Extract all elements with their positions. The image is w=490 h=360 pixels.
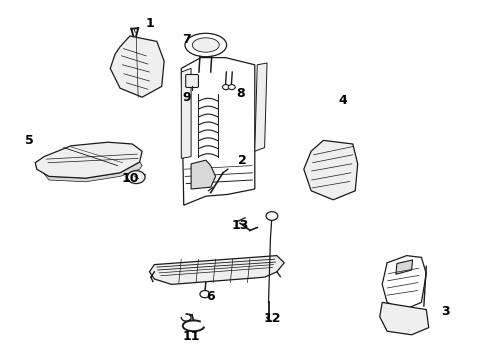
Text: 13: 13 [231, 219, 249, 231]
Ellipse shape [185, 33, 226, 57]
Circle shape [228, 85, 235, 90]
Polygon shape [304, 140, 358, 200]
Text: 11: 11 [182, 330, 200, 343]
Polygon shape [110, 36, 164, 97]
Text: 7: 7 [182, 33, 191, 46]
Circle shape [200, 291, 210, 298]
Text: 1: 1 [145, 17, 154, 30]
Polygon shape [181, 68, 191, 158]
Circle shape [127, 171, 145, 184]
Polygon shape [380, 302, 429, 335]
Text: 2: 2 [238, 154, 247, 167]
Polygon shape [149, 256, 284, 284]
Text: 10: 10 [121, 172, 139, 185]
Polygon shape [255, 63, 267, 151]
Polygon shape [396, 260, 413, 274]
Text: 12: 12 [263, 312, 281, 325]
Polygon shape [191, 160, 216, 189]
Ellipse shape [192, 38, 219, 52]
FancyBboxPatch shape [186, 75, 198, 87]
Polygon shape [35, 142, 142, 178]
Text: 6: 6 [206, 291, 215, 303]
Circle shape [266, 212, 278, 220]
Text: 5: 5 [25, 134, 34, 147]
Polygon shape [181, 58, 255, 205]
Circle shape [222, 85, 229, 90]
Text: 9: 9 [182, 91, 191, 104]
Polygon shape [37, 162, 142, 182]
Text: 4: 4 [339, 94, 347, 107]
Text: 3: 3 [441, 305, 450, 318]
Polygon shape [382, 256, 426, 310]
Text: 8: 8 [236, 87, 245, 100]
